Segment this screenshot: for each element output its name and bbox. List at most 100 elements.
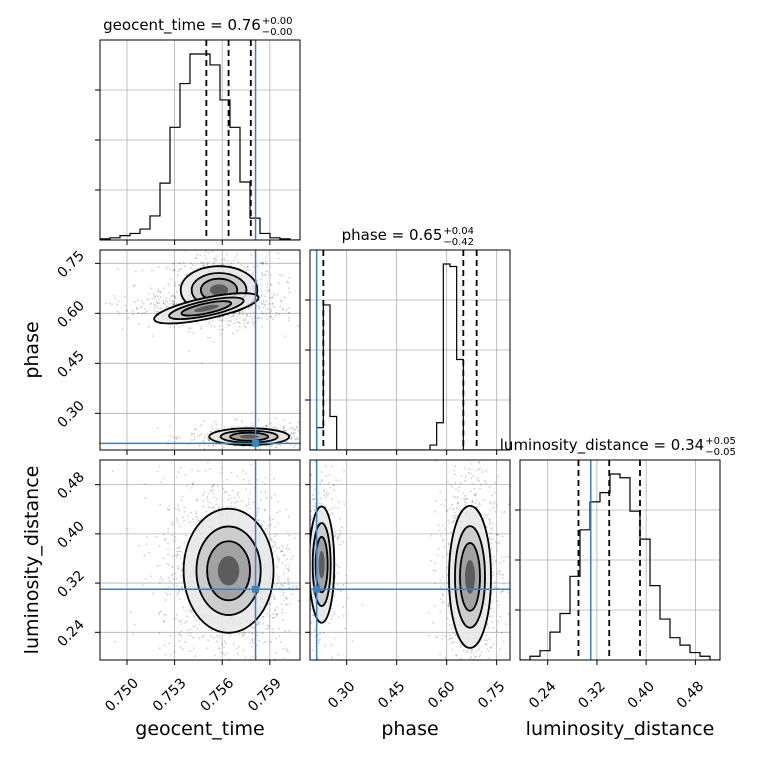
sample-point [222, 487, 225, 490]
sample-point [177, 522, 180, 525]
sample-point [478, 480, 481, 482]
sample-point [270, 445, 273, 448]
sample-point [462, 649, 465, 652]
sample-point [170, 653, 173, 656]
sample-point [490, 608, 493, 610]
sample-point [248, 269, 250, 272]
sample-point [227, 245, 229, 247]
sample-point [280, 550, 283, 553]
sample-point [210, 634, 212, 637]
density-group [303, 456, 510, 737]
sample-point [223, 654, 226, 656]
sample-point [242, 478, 245, 481]
sample-point [269, 283, 272, 286]
sample-point [494, 559, 497, 562]
sample-point [150, 575, 152, 578]
sample-point [335, 479, 338, 482]
sample-point [117, 312, 120, 315]
sample-point [290, 437, 293, 440]
sample-point [239, 317, 241, 319]
sample-point [483, 513, 486, 516]
sample-point [264, 509, 267, 511]
sample-point [448, 604, 450, 607]
sample-point [151, 269, 153, 272]
sample-point [197, 435, 200, 438]
sample-point [337, 616, 340, 619]
sample-point [203, 437, 206, 439]
sample-point [264, 274, 266, 276]
sample-point [272, 303, 274, 305]
sample-point [165, 613, 167, 616]
sample-point [265, 263, 268, 265]
sample-point [177, 471, 180, 473]
sample-point [282, 425, 285, 428]
x-tick-label: 0.24 [526, 678, 559, 711]
sample-point [148, 292, 150, 295]
sample-point [247, 631, 250, 634]
sample-point [244, 656, 247, 659]
sample-point [224, 319, 227, 321]
sample-point [173, 294, 175, 297]
sample-point [325, 496, 328, 499]
sample-point [228, 494, 231, 497]
sample-point [200, 433, 203, 435]
sample-point [487, 627, 490, 630]
sample-point [271, 616, 274, 619]
sample-point [194, 436, 196, 438]
sample-point [428, 612, 430, 614]
sample-point [243, 317, 245, 320]
sample-point [480, 456, 482, 458]
sample-point [490, 670, 492, 672]
sample-point [172, 300, 174, 303]
sample-point [494, 481, 497, 484]
sample-point [264, 295, 267, 298]
sample-point [271, 297, 274, 299]
sample-point [472, 735, 474, 737]
sample-point [171, 523, 173, 526]
sample-point [317, 642, 320, 644]
sample-point [267, 289, 270, 291]
sample-point [485, 675, 487, 677]
sample-point [331, 607, 333, 610]
sample-point [248, 479, 251, 481]
sample-point [134, 270, 137, 273]
sample-point [457, 676, 459, 678]
sample-point [263, 520, 265, 523]
sample-point [270, 596, 273, 599]
title-main: luminosity_distance = 0.34 [500, 436, 704, 455]
sample-point [287, 583, 290, 586]
sample-point [202, 663, 204, 665]
sample-point [301, 438, 303, 440]
sample-point [303, 561, 305, 563]
sample-point [464, 467, 467, 470]
sample-point [454, 465, 457, 468]
hist-bin [140, 229, 150, 240]
sample-point [305, 434, 307, 436]
sample-point [264, 303, 267, 306]
sample-point [113, 640, 116, 643]
sample-point [179, 550, 182, 553]
sample-point [276, 613, 278, 616]
sample-point [243, 311, 245, 313]
sample-point [247, 636, 250, 639]
sample-point [447, 604, 450, 607]
sample-point [453, 519, 456, 522]
sample-point [448, 638, 451, 641]
sample-point [262, 622, 265, 625]
sample-point [176, 593, 179, 596]
sample-point [489, 501, 492, 503]
sample-point [325, 491, 328, 494]
sample-point [116, 268, 119, 270]
hist-bin [437, 423, 444, 450]
sample-point [288, 311, 291, 314]
sample-point [272, 545, 274, 548]
sample-point [191, 483, 194, 486]
hist-bin [200, 54, 210, 240]
hist-bin [640, 539, 650, 660]
title-sup: +0.05 [705, 436, 736, 447]
sample-point [282, 427, 285, 430]
sample-point [462, 705, 464, 707]
sample-point [257, 284, 260, 287]
sample-point [334, 577, 337, 580]
sample-point [209, 336, 211, 339]
